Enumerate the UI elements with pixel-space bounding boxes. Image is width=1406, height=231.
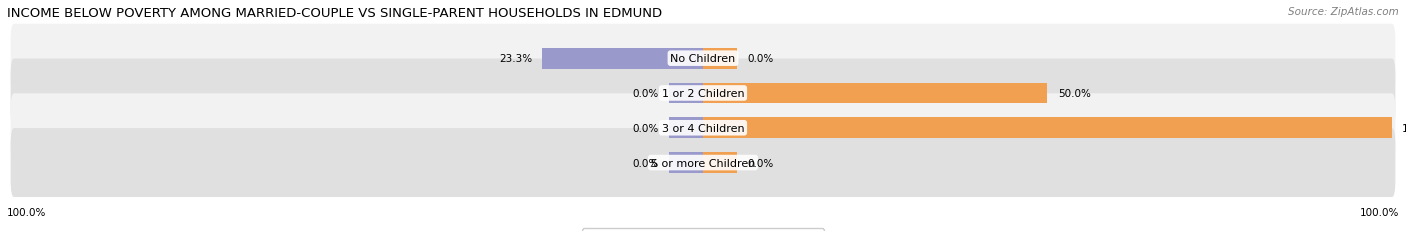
Text: 23.3%: 23.3% [499, 54, 531, 64]
Bar [669, 152, 703, 173]
Bar [543, 49, 703, 69]
Text: 0.0%: 0.0% [748, 54, 775, 64]
Legend: Married Couples, Single Parents: Married Couples, Single Parents [582, 228, 824, 231]
Text: 0.0%: 0.0% [631, 123, 658, 133]
Bar [669, 118, 703, 139]
Text: 5 or more Children: 5 or more Children [651, 158, 755, 168]
Bar [669, 83, 703, 104]
Bar [703, 118, 1392, 139]
Text: 0.0%: 0.0% [631, 88, 658, 99]
Text: INCOME BELOW POVERTY AMONG MARRIED-COUPLE VS SINGLE-PARENT HOUSEHOLDS IN EDMUND: INCOME BELOW POVERTY AMONG MARRIED-COUPL… [7, 7, 662, 20]
Text: No Children: No Children [671, 54, 735, 64]
Text: 3 or 4 Children: 3 or 4 Children [662, 123, 744, 133]
Text: 0.0%: 0.0% [631, 158, 658, 168]
Bar [703, 152, 738, 173]
FancyBboxPatch shape [11, 128, 1395, 197]
FancyBboxPatch shape [11, 25, 1395, 93]
Text: 100.0%: 100.0% [1360, 207, 1399, 217]
Text: 100.0%: 100.0% [7, 207, 46, 217]
Text: 1 or 2 Children: 1 or 2 Children [662, 88, 744, 99]
Text: 50.0%: 50.0% [1057, 88, 1091, 99]
FancyBboxPatch shape [11, 59, 1395, 128]
Bar [703, 83, 1047, 104]
Text: 100.0%: 100.0% [1402, 123, 1406, 133]
Bar [703, 49, 738, 69]
Text: Source: ZipAtlas.com: Source: ZipAtlas.com [1288, 7, 1399, 17]
Text: 0.0%: 0.0% [748, 158, 775, 168]
FancyBboxPatch shape [11, 94, 1395, 163]
